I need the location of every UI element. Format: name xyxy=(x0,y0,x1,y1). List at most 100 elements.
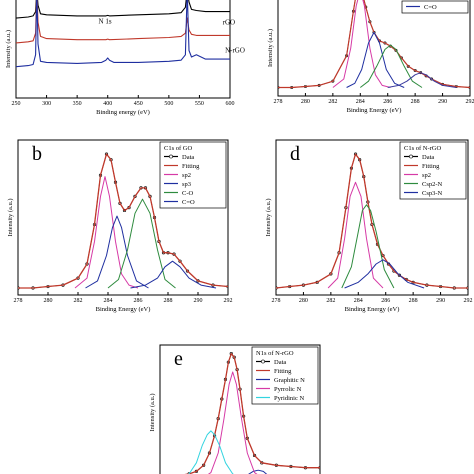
x-tick-label: 282 xyxy=(74,298,83,304)
series-line-1 xyxy=(278,0,470,89)
panel-c: 278 280 282 284 286 288 290 292 Binding Energy (… xyxy=(267,0,474,114)
annotation: rGO xyxy=(223,19,235,27)
x-tick-label: 278 xyxy=(274,99,283,105)
legend-entry-label: Pyrrolic N xyxy=(274,386,302,393)
x-tick-label: 284 xyxy=(104,298,113,304)
x-tick-label: 290 xyxy=(438,99,447,105)
x-tick-label: 288 xyxy=(164,298,173,304)
series-line-Csp3-N xyxy=(344,259,425,289)
legend-marker xyxy=(169,154,173,159)
series-line-sp2 xyxy=(327,181,384,289)
legend-entry-label: C=O xyxy=(182,199,195,206)
x-tick-label: 280 xyxy=(301,99,310,105)
plot-frame xyxy=(277,0,471,97)
plot-frame xyxy=(15,0,231,99)
series-line-Pyrrolic N xyxy=(207,371,258,474)
legend-entry-label: Data xyxy=(422,154,434,161)
legend-entry-label: sp2 xyxy=(422,172,431,179)
legend-box xyxy=(401,0,469,14)
legend-marker xyxy=(409,154,413,159)
series-group xyxy=(16,0,230,68)
legend-entry-label: C-O xyxy=(182,190,194,197)
x-tick-label: 278 xyxy=(14,298,23,304)
legend-title: N1s of N-rGO xyxy=(256,350,294,357)
x-tick-label: 288 xyxy=(411,99,420,105)
legend-box xyxy=(251,346,319,405)
legend-title: C1s of N-rGO xyxy=(404,145,441,152)
x-tick-label: 292 xyxy=(464,298,473,304)
panel-letter: b xyxy=(32,143,42,165)
series-line-Pyridinic N xyxy=(187,430,235,474)
series-line-Graphitic N xyxy=(248,469,268,474)
x-tick-label: 500 xyxy=(164,101,173,107)
x-tick-label: 300 xyxy=(42,101,51,107)
x-tick-label: 286 xyxy=(381,298,390,304)
series-line-rGO xyxy=(16,0,230,44)
series-line-5 xyxy=(387,72,457,88)
x-tick-label: 400 xyxy=(103,101,112,107)
plot-frame xyxy=(17,139,229,296)
series-line-sp3 xyxy=(85,215,149,289)
x-tick-label: 450 xyxy=(134,101,143,107)
legend-marker xyxy=(261,359,265,364)
x-tick-label: 284 xyxy=(356,99,365,105)
y-axis-label: Intensity (a.u.) xyxy=(267,29,274,67)
series-group xyxy=(278,0,470,90)
legend-entry-label: Fitting xyxy=(182,163,200,170)
x-tick-label: 288 xyxy=(409,298,418,304)
x-tick-label: 286 xyxy=(383,99,392,105)
series-group xyxy=(184,351,320,474)
y-axis-label: Intensity (a.u.) xyxy=(149,393,156,431)
legend: C1s of GO Data Fitting sp2 sp3 C-O C=O xyxy=(159,141,227,209)
legend: N1s of N-rGO Data Fitting Graphitic N Pyrrol… xyxy=(251,346,319,405)
series-line-Csp2-N xyxy=(341,204,395,289)
x-tick-label: 292 xyxy=(466,99,474,105)
x-tick-label: 282 xyxy=(326,298,335,304)
legend: C=O xyxy=(401,0,469,14)
legend: C1s of N-rGO Data Fitting sp2 Csp2-N Csp3-N xyxy=(399,141,467,200)
series-line-C-O xyxy=(107,198,176,289)
legend-entry-label: Fitting xyxy=(274,368,292,375)
panel-d: 278 280 282 284 286 288 290 292 Binding Energy (… xyxy=(265,139,473,313)
series-line-3 xyxy=(346,31,405,88)
x-tick-label: 282 xyxy=(328,99,337,105)
annotation: GO xyxy=(223,0,233,2)
plot-frame xyxy=(159,344,321,474)
legend-entry-label: Fitting xyxy=(422,163,440,170)
panel-letter: e xyxy=(174,348,183,370)
series-line-Fitting xyxy=(18,153,228,289)
x-axis-label: Binding Energy (eV) xyxy=(347,107,402,114)
y-axis-label: Intensity (a.u.) xyxy=(7,198,14,236)
legend-entry-label: sp3 xyxy=(182,181,191,188)
legend-box xyxy=(399,141,467,200)
legend-entry-label: C=O xyxy=(424,4,437,11)
x-tick-label: 350 xyxy=(73,101,82,107)
panel-b: 278 280 282 284 286 288 290 292 Binding Energy (… xyxy=(7,139,233,313)
series-line-Fitting xyxy=(276,153,468,289)
series-line-N-rGO xyxy=(16,0,230,68)
series-line-2 xyxy=(332,0,391,88)
x-tick-label: 286 xyxy=(134,298,143,304)
legend-entry-label: Csp3-N xyxy=(422,190,443,197)
x-tick-label: 290 xyxy=(436,298,445,304)
series-group xyxy=(276,152,468,290)
series-line-GO xyxy=(16,0,230,19)
series-line-C=O xyxy=(130,260,217,289)
y-axis-label: Intensity (a.u.) xyxy=(265,198,272,236)
x-tick-label: 292 xyxy=(224,298,233,304)
legend-entry-label: Pyridinic N xyxy=(274,395,304,402)
x-tick-label: 550 xyxy=(195,101,204,107)
legend-entry-label: Data xyxy=(274,359,286,366)
series-line-sp2 xyxy=(74,176,139,289)
x-tick-label: 250 xyxy=(12,101,21,107)
panel-e: Intensity (a.u.) e N1s of N-rGO Data Fitting… xyxy=(149,344,321,474)
x-axis-label: Binding energy (eV) xyxy=(96,109,150,116)
panel-letter: d xyxy=(290,143,300,165)
legend-entry-label: Graphitic N xyxy=(274,377,305,384)
annotation: N 1s xyxy=(99,17,112,25)
y-axis-label: Intensity (a.u.) xyxy=(5,30,12,68)
x-axis-label: Binding Energy (eV) xyxy=(96,306,151,313)
x-tick-label: 290 xyxy=(194,298,203,304)
x-tick-label: 600 xyxy=(226,101,235,107)
